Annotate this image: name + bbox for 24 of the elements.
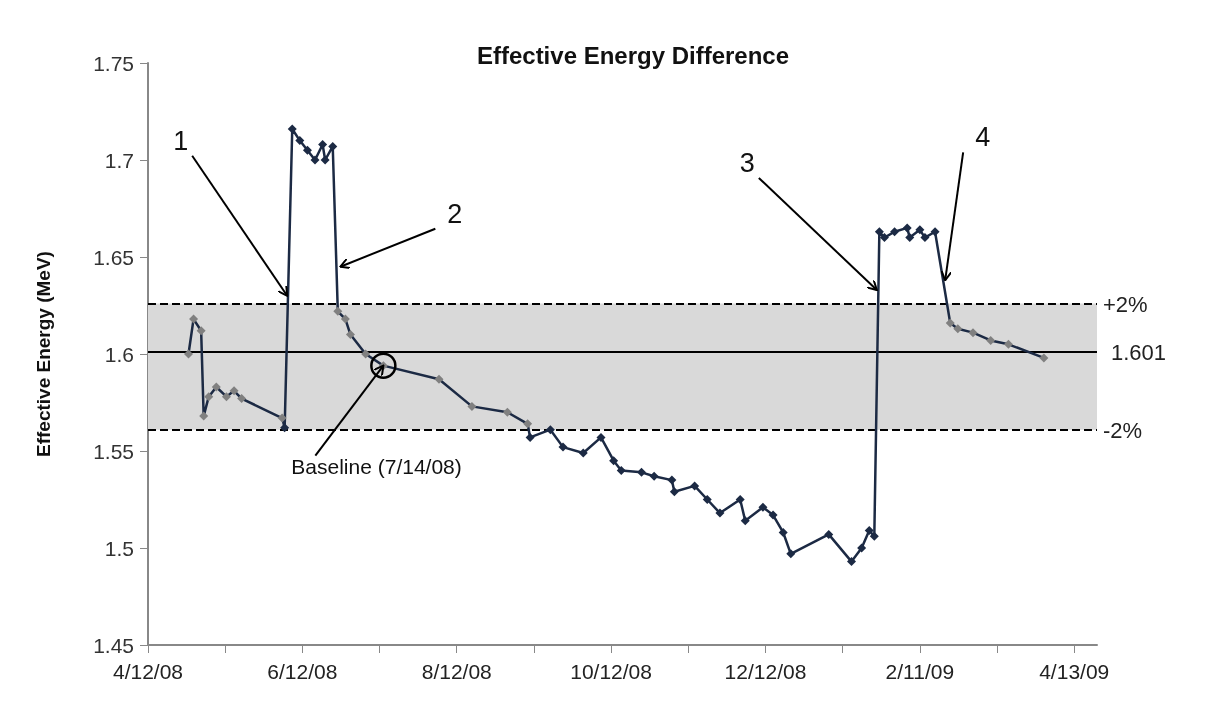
y-tick-label: 1.5 xyxy=(104,536,134,560)
y-tick-label: 1.6 xyxy=(104,342,134,366)
annotation: 2 xyxy=(447,198,463,229)
y-tick-label: 1.7 xyxy=(104,148,134,172)
y-tick-label: 1.75 xyxy=(93,51,134,75)
x-tick-label: 4/12/08 xyxy=(112,660,184,683)
ref-line-label: 1.601 xyxy=(1111,339,1167,365)
chart-title: Effective Energy Difference xyxy=(476,41,790,69)
annotation: Baseline (7/14/08) xyxy=(291,454,462,478)
y-tick-label: 1.45 xyxy=(93,633,134,657)
y-tick-label: 1.65 xyxy=(93,245,134,269)
x-tick-label: 4/13/09 xyxy=(1039,660,1110,683)
annotation: 3 xyxy=(739,147,755,178)
y-axis-title: Effective Energy (MeV) xyxy=(33,251,54,457)
x-tick-label: 8/12/08 xyxy=(421,660,492,683)
x-tick-label: 6/12/08 xyxy=(267,660,338,683)
x-tick-label: 2/11/09 xyxy=(885,660,955,683)
annotation: 1 xyxy=(173,125,189,156)
annotation: +2% xyxy=(1103,291,1148,317)
x-tick-label: 10/12/08 xyxy=(570,660,652,683)
x-tick-label: 12/12/08 xyxy=(724,660,807,683)
annotation: 4 xyxy=(975,122,991,153)
y-tick-label: 1.55 xyxy=(93,439,134,463)
annotation: -2% xyxy=(1103,417,1143,443)
